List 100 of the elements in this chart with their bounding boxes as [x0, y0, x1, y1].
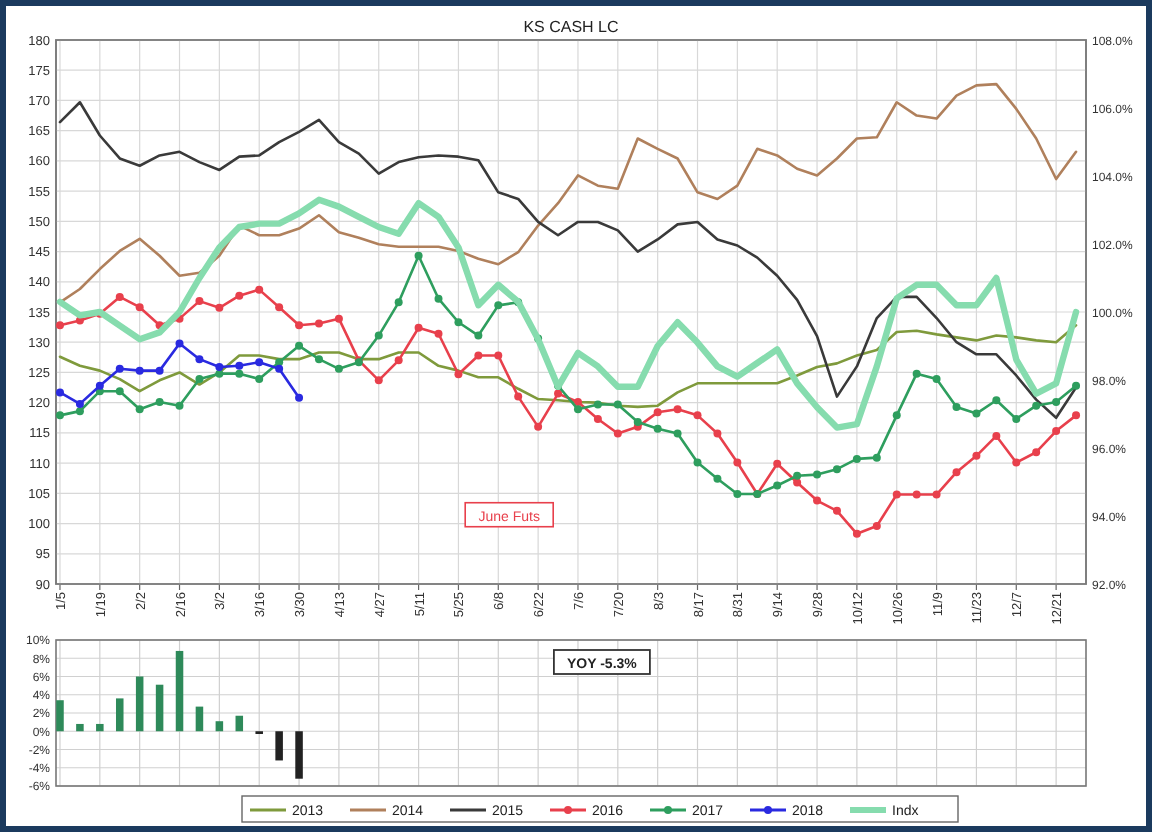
point: [793, 471, 802, 480]
point: [952, 468, 961, 477]
point: [295, 393, 304, 402]
point: [852, 454, 861, 463]
bar: [195, 706, 204, 732]
point: [932, 490, 941, 499]
point: [55, 411, 64, 420]
line-series: [56, 196, 1080, 431]
bar: [155, 684, 164, 732]
bar: [275, 731, 283, 761]
point: [135, 366, 144, 375]
point: [314, 355, 323, 364]
point: [713, 474, 722, 483]
point: [972, 409, 981, 418]
point: [75, 407, 84, 416]
point: [55, 388, 64, 397]
point: [653, 424, 662, 433]
point: [693, 458, 702, 467]
point: [992, 431, 1001, 440]
point: [55, 321, 64, 330]
point: [852, 529, 861, 538]
point: [494, 301, 503, 310]
point: [1032, 401, 1041, 410]
chart-title: KS CASH LC: [523, 18, 620, 36]
point: [155, 366, 164, 375]
point: [892, 490, 901, 499]
bar: [235, 715, 244, 732]
line-series: [58, 100, 1078, 420]
point: [155, 398, 164, 407]
bar: [135, 676, 144, 732]
point: [235, 369, 244, 378]
point: [75, 399, 84, 408]
point: [474, 331, 483, 340]
point: [773, 459, 782, 468]
point: [693, 411, 702, 420]
point: [613, 429, 622, 438]
point: [235, 291, 244, 300]
point: [454, 370, 463, 379]
point: [992, 396, 1001, 405]
point: [115, 364, 124, 373]
point: [1032, 448, 1041, 457]
point: [832, 506, 841, 515]
point: [314, 319, 323, 328]
point: [275, 364, 284, 373]
point: [554, 389, 563, 398]
point: [813, 496, 822, 505]
point: [255, 375, 264, 384]
point: [514, 392, 523, 401]
point: [255, 285, 264, 294]
point: [653, 408, 662, 417]
point: [494, 351, 503, 360]
point: [733, 458, 742, 467]
point: [255, 358, 264, 367]
point: [593, 414, 602, 423]
point: [872, 453, 881, 462]
point: [374, 331, 383, 340]
point: [673, 429, 682, 438]
point: [135, 405, 144, 414]
point: [334, 314, 343, 323]
point: [115, 292, 124, 301]
point: [952, 402, 961, 411]
point: [374, 376, 383, 385]
point: [1052, 398, 1061, 407]
point: [175, 401, 184, 410]
bar: [56, 700, 64, 732]
point: [912, 490, 921, 499]
point: [832, 465, 841, 474]
point: [474, 351, 483, 360]
point: [872, 521, 881, 530]
point: [593, 400, 602, 409]
point: [275, 303, 284, 312]
point: [892, 411, 901, 420]
point: [334, 364, 343, 373]
point: [215, 369, 224, 378]
point: [912, 369, 921, 378]
point: [434, 329, 443, 338]
point: [713, 429, 722, 438]
point: [275, 358, 284, 367]
point: [135, 303, 144, 312]
point: [534, 422, 543, 431]
point: [235, 361, 244, 370]
point: [673, 405, 682, 414]
point: [793, 478, 802, 487]
point: [733, 489, 742, 498]
point: [1012, 458, 1021, 467]
point: [414, 323, 423, 332]
bar: [96, 723, 104, 732]
bar: [175, 650, 184, 732]
line-series: [58, 82, 1078, 304]
point: [454, 318, 463, 327]
point: [195, 355, 204, 364]
point: [573, 398, 582, 407]
bar: [115, 698, 124, 732]
point: [1052, 427, 1061, 436]
point: [1072, 381, 1081, 390]
point: [414, 251, 423, 260]
bar: [76, 723, 84, 732]
bar: [215, 721, 224, 732]
bar: [295, 731, 303, 779]
point: [972, 451, 981, 460]
